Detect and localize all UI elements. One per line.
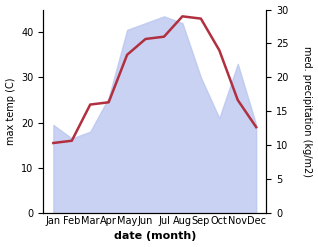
Y-axis label: max temp (C): max temp (C) xyxy=(5,78,16,145)
Y-axis label: med. precipitation (kg/m2): med. precipitation (kg/m2) xyxy=(302,46,313,177)
X-axis label: date (month): date (month) xyxy=(114,231,196,242)
